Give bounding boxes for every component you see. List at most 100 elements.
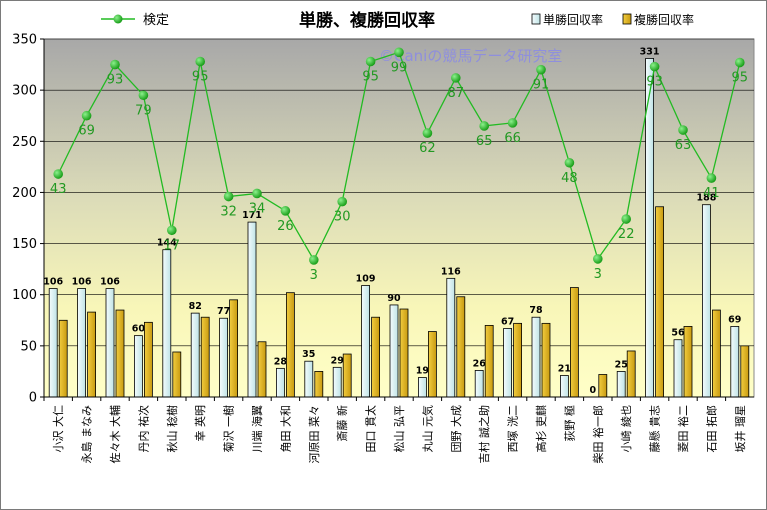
line-point-24	[735, 57, 745, 68]
line-point-4	[167, 225, 177, 236]
x-tick-label: 荻野 極	[562, 405, 576, 442]
line-point-12	[394, 47, 404, 58]
bar-value-label: 106	[72, 277, 92, 288]
bar-value-label: 106	[43, 277, 63, 288]
y-tick-label: 50	[20, 339, 37, 354]
legend-line-entry: 検定	[101, 13, 169, 28]
x-tick-label: 河原田 菜々	[308, 405, 321, 464]
bar-s0-8	[275, 367, 285, 398]
line-point-label: 34	[249, 201, 266, 216]
bar-value-label: 28	[274, 356, 288, 367]
bar-s0-15	[474, 370, 484, 398]
line-point-label: 91	[533, 78, 550, 93]
line-point-label: 65	[476, 134, 493, 149]
bar-value-label: 82	[189, 301, 202, 312]
x-tick-label: 菊沢 一樹	[222, 405, 236, 453]
bar-s1-23	[712, 309, 721, 398]
line-point-label: 17	[164, 238, 181, 253]
line-point-label: 79	[135, 103, 152, 118]
x-tick-label: 秋山 稔樹	[165, 405, 179, 453]
line-point-label: 32	[220, 205, 237, 220]
line-point-label: 99	[391, 60, 408, 75]
bar-value-label: 188	[696, 193, 716, 204]
bar-s1-7	[257, 341, 267, 398]
bar-s0-12	[389, 304, 399, 398]
line-point-label: 22	[618, 227, 635, 242]
bar-s1-5	[200, 316, 210, 398]
x-tick-label: 小崎 綾也	[619, 405, 633, 453]
bar-value-label: 109	[356, 274, 376, 285]
bar-s1-20	[626, 350, 636, 398]
line-point-label: 93	[107, 73, 124, 88]
line-point-13	[422, 128, 433, 138]
bar-s0-3	[133, 335, 143, 398]
bar-s1-22	[683, 326, 693, 398]
bar-value-label: 56	[671, 328, 685, 339]
line-series: 43 69 93 79 17 95 32 34 26 3 30 95 99 62 87 65 66 91 48 3 22…	[50, 47, 748, 283]
line-point-label: 63	[675, 138, 692, 153]
y-tick-label: 300	[12, 84, 37, 99]
x-tick-label: 松山 弘平	[392, 405, 406, 453]
bar-s0-9	[304, 360, 314, 398]
x-tick-label: 高杉 吏麒	[534, 405, 548, 453]
y-tick-label: 100	[12, 288, 37, 303]
line-point-label: 26	[277, 219, 294, 234]
bar-s1-0	[58, 319, 68, 398]
line-point-8	[280, 206, 291, 216]
chart-title: 単勝、複勝回収率	[299, 10, 435, 31]
bar-s1-15	[484, 324, 494, 398]
bar-s1-19	[598, 374, 608, 398]
bar-s0-7	[247, 221, 257, 398]
x-tick-label: 小沢 大仁	[51, 405, 65, 453]
line-point-2	[110, 59, 120, 70]
x-tick-label: 永島 まなみ	[80, 405, 94, 464]
line-point-5	[195, 56, 205, 67]
legend-series-0-label: 単勝回収率	[543, 12, 603, 27]
y-axis-ticks: 0 50 100 150 200 250 300 350	[12, 33, 44, 406]
bar-s1-3	[143, 321, 153, 398]
x-tick-label: 川端 海翼	[250, 405, 264, 453]
bar-value-label: 69	[728, 314, 741, 325]
bar-s0-22	[673, 339, 683, 398]
legend-series-0: 単勝回収率	[531, 12, 603, 27]
bar-s0-17	[531, 316, 541, 398]
x-tick-label: 吉村 誠之助	[477, 405, 491, 464]
line-point-label: 41	[703, 186, 720, 201]
bar-s1-9	[314, 371, 324, 398]
bar-s0-13	[417, 377, 427, 398]
bar-s1-2	[115, 309, 125, 398]
legend-series-1: 複勝回収率	[622, 12, 694, 27]
line-point-label: 3	[310, 268, 318, 283]
line-point-15	[479, 121, 490, 131]
line-point-17	[536, 64, 546, 75]
bar-value-label: 331	[640, 46, 660, 57]
bar-value-label: 90	[387, 293, 401, 304]
y-tick-label: 200	[12, 186, 37, 201]
line-point-3	[138, 90, 149, 101]
bar-s0-10	[332, 366, 342, 398]
x-tick-label: 石田 拓郎	[704, 405, 718, 453]
line-point-label: 69	[78, 124, 95, 139]
line-point-1	[81, 110, 92, 121]
bar-s1-21	[655, 206, 664, 398]
x-tick-label: 菱田 裕二	[677, 405, 690, 453]
line-point-0	[53, 169, 63, 179]
bar-s0-1	[77, 288, 86, 398]
bar-labels: 106 106 106 60 144 82 77 171 28 35 29 109 90 19 116 26 6…	[43, 46, 741, 396]
bar-s0-5	[190, 312, 200, 398]
bar-s0-4	[162, 249, 172, 398]
bar-s1-13	[427, 331, 437, 398]
bar-s1-1	[87, 311, 96, 398]
line-point-label: 93	[646, 75, 663, 90]
bar-s1-6	[229, 299, 239, 398]
bar-s0-18	[560, 375, 569, 398]
line-point-label: 30	[334, 210, 351, 225]
line-point-21	[649, 61, 660, 72]
bar-s1-17	[541, 322, 551, 398]
bar-s1-10	[342, 353, 352, 398]
gridlines	[44, 38, 754, 347]
x-tick-label: 団野 大成	[449, 405, 463, 453]
line-point-label: 87	[448, 86, 465, 101]
